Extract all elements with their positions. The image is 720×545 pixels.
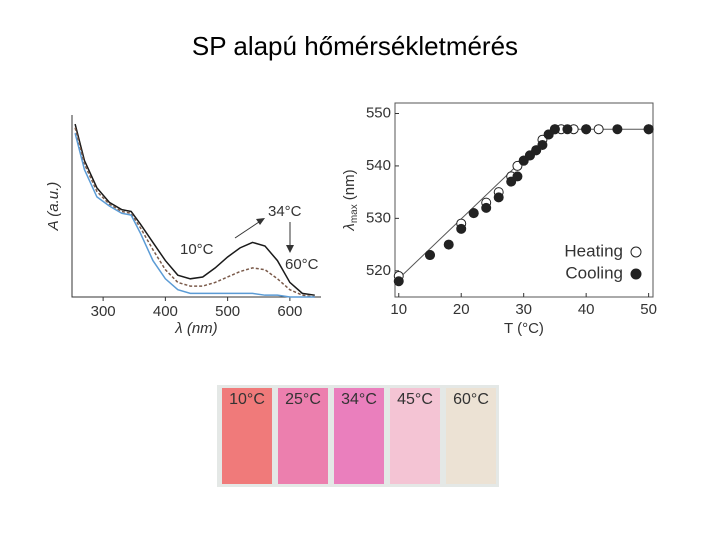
y-tick-label: 540	[366, 157, 391, 174]
cuvette	[390, 388, 440, 484]
cuvette-label: 25°C	[285, 391, 321, 408]
data-point	[549, 124, 560, 135]
spectrum-line	[74, 133, 315, 298]
annotation: 34°C	[268, 203, 302, 220]
x-tick-label: 400	[153, 303, 178, 320]
data-point	[612, 124, 623, 135]
data-point	[443, 239, 454, 250]
spectrum-line	[74, 123, 315, 296]
y-label-part: (nm)	[341, 169, 358, 200]
cuvette-label: 10°C	[229, 391, 265, 408]
annotation: 60°C	[285, 256, 319, 273]
cuvette	[446, 388, 496, 484]
arrow-head	[256, 218, 265, 225]
x-tick-label: 500	[215, 303, 240, 320]
cuvette	[334, 388, 384, 484]
cuvettes: 10°C 25°C 34°C 45°C 60°C	[222, 388, 496, 484]
data-point	[493, 192, 504, 203]
annotation: 10°C	[180, 241, 214, 258]
spectrum-line	[74, 127, 315, 298]
x-tick-label: 50	[640, 301, 657, 318]
y-axis-label: λmax (nm)	[341, 169, 360, 231]
cuvette	[222, 388, 272, 484]
data-point	[393, 276, 404, 287]
data-point	[456, 223, 467, 234]
data-point	[537, 139, 548, 150]
x-tick-label: 20	[453, 301, 470, 318]
cuvette-label: 60°C	[453, 391, 489, 408]
y-axis-label: A (a.u.)	[45, 182, 62, 232]
legend-marker	[630, 246, 642, 258]
axis	[71, 115, 321, 298]
legend-marker	[630, 268, 642, 280]
x-tick-label: 40	[578, 301, 595, 318]
cuvette-label: 45°C	[397, 391, 433, 408]
slide-title: SP alapú hőmérsékletmérés	[192, 31, 518, 61]
legend-label: Heating	[564, 241, 623, 260]
y-label-part: λ	[341, 223, 358, 231]
data-point	[424, 250, 435, 261]
x-tick-label: 300	[91, 303, 116, 320]
x-axis-label: λ (nm)	[174, 320, 217, 337]
data-point	[593, 124, 604, 135]
x-axis-label: T (°C)	[504, 320, 544, 337]
data-point	[481, 202, 492, 213]
x-tick-label: 30	[515, 301, 532, 318]
x-tick-label: 600	[277, 303, 302, 320]
cuvette-label: 34°C	[341, 391, 377, 408]
data-point	[562, 124, 573, 135]
data-point	[468, 208, 479, 219]
y-label-part: max	[349, 204, 360, 223]
data-point	[581, 124, 592, 135]
data-point	[643, 124, 654, 135]
arrow	[234, 219, 263, 239]
arrow-head	[286, 245, 294, 253]
x-tick-label: 10	[390, 301, 407, 318]
data-point	[512, 171, 523, 182]
legend-label: Cooling	[565, 263, 623, 282]
y-tick-label: 530	[366, 209, 391, 226]
y-tick-label: 520	[366, 262, 391, 279]
cuvette	[278, 388, 328, 484]
y-tick-label: 550	[366, 104, 391, 121]
